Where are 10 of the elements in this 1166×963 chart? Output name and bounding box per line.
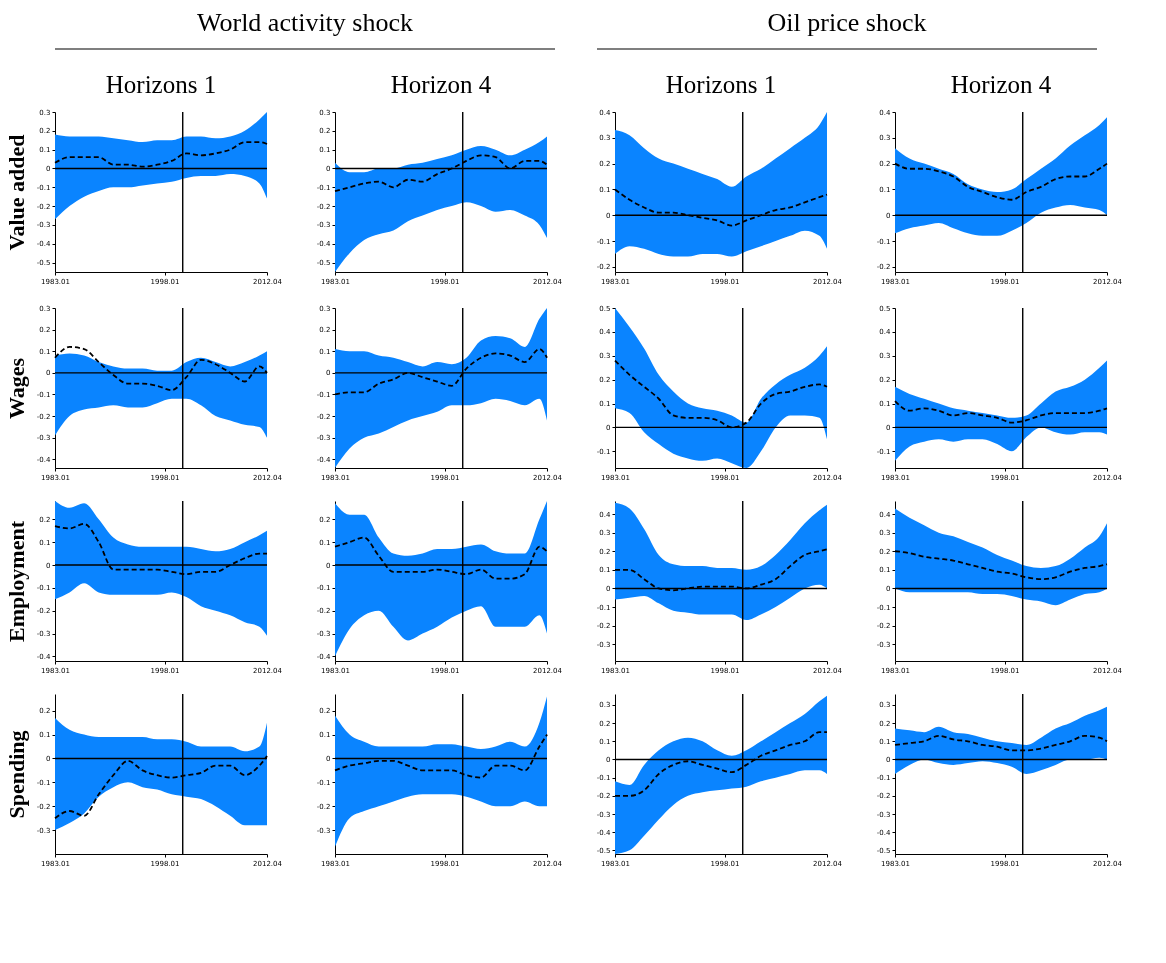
- text: World activity shock: [197, 8, 413, 37]
- y-axis-title: Spending: [3, 730, 29, 819]
- chart-title: Horizon 4: [950, 71, 1052, 98]
- y-axis-title: Employment: [3, 520, 29, 642]
- chart-title: Horizons 1: [665, 71, 777, 98]
- y-axis-title: Wages: [3, 357, 29, 420]
- text: Oil price shock: [767, 8, 927, 37]
- chart-title: Horizon 4: [390, 71, 492, 98]
- chart-title: Horizons 1: [105, 71, 217, 98]
- y-axis-title: Value added: [3, 134, 29, 251]
